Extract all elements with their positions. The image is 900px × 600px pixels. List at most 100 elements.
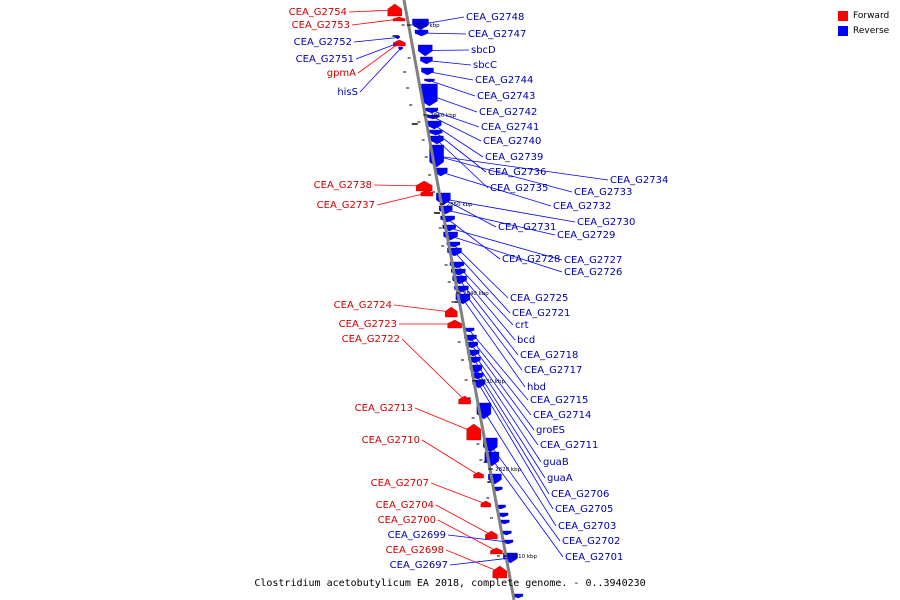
leader-line	[427, 71, 474, 81]
gene-label-cea-g2736: CEA_G2736	[488, 167, 546, 178]
leader-line	[433, 124, 484, 158]
leader-line	[429, 94, 478, 113]
leader-line	[425, 49, 470, 51]
leader-line	[393, 304, 452, 313]
gene-label-cea-g2733: CEA_G2733	[574, 187, 632, 198]
gene-label-cea-g2729: CEA_G2729	[557, 230, 615, 241]
legend-forward-label: Forward	[853, 10, 890, 21]
gene-label-cea-g2705: CEA_G2705	[555, 504, 613, 515]
leader-line	[461, 288, 523, 371]
label-leader-lines	[348, 9, 609, 573]
leader-line	[470, 337, 532, 416]
leader-line	[478, 383, 554, 510]
leader-line	[468, 329, 529, 401]
leader-line	[437, 519, 497, 552]
gene-label-cea-g2739: CEA_G2739	[485, 152, 543, 163]
leader-line	[435, 132, 487, 173]
gene-label-cea-g2718: CEA_G2718	[520, 350, 578, 361]
gene-label-cea-g2704: CEA_G2704	[376, 500, 434, 511]
gene-label-cea-g2743: CEA_G2743	[477, 91, 535, 102]
legend: Forward Reverse	[838, 8, 889, 38]
gene-label-sbcc: sbcC	[473, 60, 497, 71]
gene-label-bcd: bcd	[517, 335, 535, 346]
gene-label-cea-g2697: CEA_G2697	[390, 560, 448, 571]
gene-label-cea-g2723: CEA_G2723	[339, 319, 397, 330]
leader-line	[359, 48, 401, 93]
gene-label-cea-g2699: CEA_G2699	[388, 530, 446, 541]
genome-backbone	[402, 0, 516, 600]
legend-reverse-label: Reverse	[853, 25, 890, 36]
gene-label-gpma: gpmA	[327, 68, 356, 79]
leader-line	[453, 244, 509, 299]
leader-line	[445, 549, 500, 573]
gene-label-cea-g2721: CEA_G2721	[512, 308, 570, 319]
scale-label: 2840 kbp	[463, 291, 489, 297]
leader-line	[436, 155, 609, 181]
genome-caption: Clostridium acetobutylicum EA 2018, comp…	[254, 578, 646, 589]
leader-line	[355, 42, 399, 60]
leader-line	[459, 279, 519, 356]
leader-line	[436, 139, 489, 189]
legend-forward: Forward	[838, 8, 889, 23]
leader-line	[401, 338, 465, 401]
leader-line	[443, 198, 497, 228]
gene-label-cea-g2702: CEA_G2702	[562, 536, 620, 547]
leader-line	[483, 410, 557, 527]
leader-line	[447, 218, 501, 260]
leader-line	[456, 264, 514, 326]
gene-label-cea-g2738: CEA_G2738	[314, 180, 372, 191]
leader-line	[353, 37, 398, 43]
leader-line	[477, 375, 550, 495]
leader-line	[489, 444, 561, 542]
gene-label-cea-g2707: CEA_G2707	[371, 478, 429, 489]
gene-label-cea-g2710: CEA_G2710	[362, 435, 420, 446]
leader-line	[420, 16, 465, 25]
leader-line	[348, 9, 395, 13]
leader-line	[491, 458, 564, 558]
leader-line	[430, 482, 486, 505]
gene-label-cea-g2747: CEA_G2747	[468, 29, 526, 40]
gene-label-cea-g2701: CEA_G2701	[565, 552, 623, 563]
leader-line	[440, 171, 552, 207]
leader-line	[373, 184, 425, 187]
gene-label-cea-g2744: CEA_G2744	[475, 75, 533, 86]
gene-label-cea-g2742: CEA_G2742	[479, 107, 537, 118]
gene-label-cea-g2740: CEA_G2740	[483, 136, 541, 147]
gene-label-cea-g2698: CEA_G2698	[386, 545, 444, 556]
gene-label-cea-g2726: CEA_G2726	[564, 267, 622, 278]
gene-label-cea-g2711: CEA_G2711	[540, 440, 598, 451]
gene-label-cea-g2732: CEA_G2732	[553, 201, 611, 212]
gene-label-cea-g2754: CEA_G2754	[289, 7, 347, 18]
gene-label-guaa: guaA	[547, 473, 573, 484]
gene-label-cea-g2715: CEA_G2715	[530, 395, 588, 406]
leader-line	[443, 198, 576, 223]
leader-line	[474, 359, 542, 463]
gene-label-cea-g2741: CEA_G2741	[481, 122, 539, 133]
gene-label-cea-g2730: CEA_G2730	[577, 217, 635, 228]
gene-label-cea-g2734: CEA_G2734	[610, 175, 668, 186]
gene-label-cea-g2717: CEA_G2717	[524, 365, 582, 376]
gene-label-cea-g2752: CEA_G2752	[294, 37, 352, 48]
scale-label: 2810 kbp	[511, 554, 537, 560]
gene-label-cea-g2724: CEA_G2724	[334, 300, 392, 311]
gene-label-cea-g2703: CEA_G2703	[558, 521, 616, 532]
leader-line	[445, 209, 556, 236]
leader-line	[436, 155, 573, 193]
leader-line	[435, 504, 492, 536]
leader-line	[351, 18, 400, 26]
leader-line	[421, 439, 479, 476]
legend-reverse: Reverse	[838, 23, 889, 38]
scale-label: 2830 kbp	[479, 379, 505, 385]
gene-label-cea-g2725: CEA_G2725	[510, 293, 568, 304]
gene-label-cea-g2731: CEA_G2731	[498, 222, 556, 233]
gene-label-cea-g2753: CEA_G2753	[292, 20, 350, 31]
leader-line	[447, 534, 509, 543]
leader-line	[471, 344, 535, 431]
gene-label-cea-g2748: CEA_G2748	[466, 12, 524, 23]
leader-line	[414, 407, 474, 433]
leader-line	[429, 80, 476, 97]
leader-line	[472, 352, 539, 446]
reverse-swatch	[838, 25, 848, 36]
gene-label-groes: groES	[536, 425, 565, 436]
